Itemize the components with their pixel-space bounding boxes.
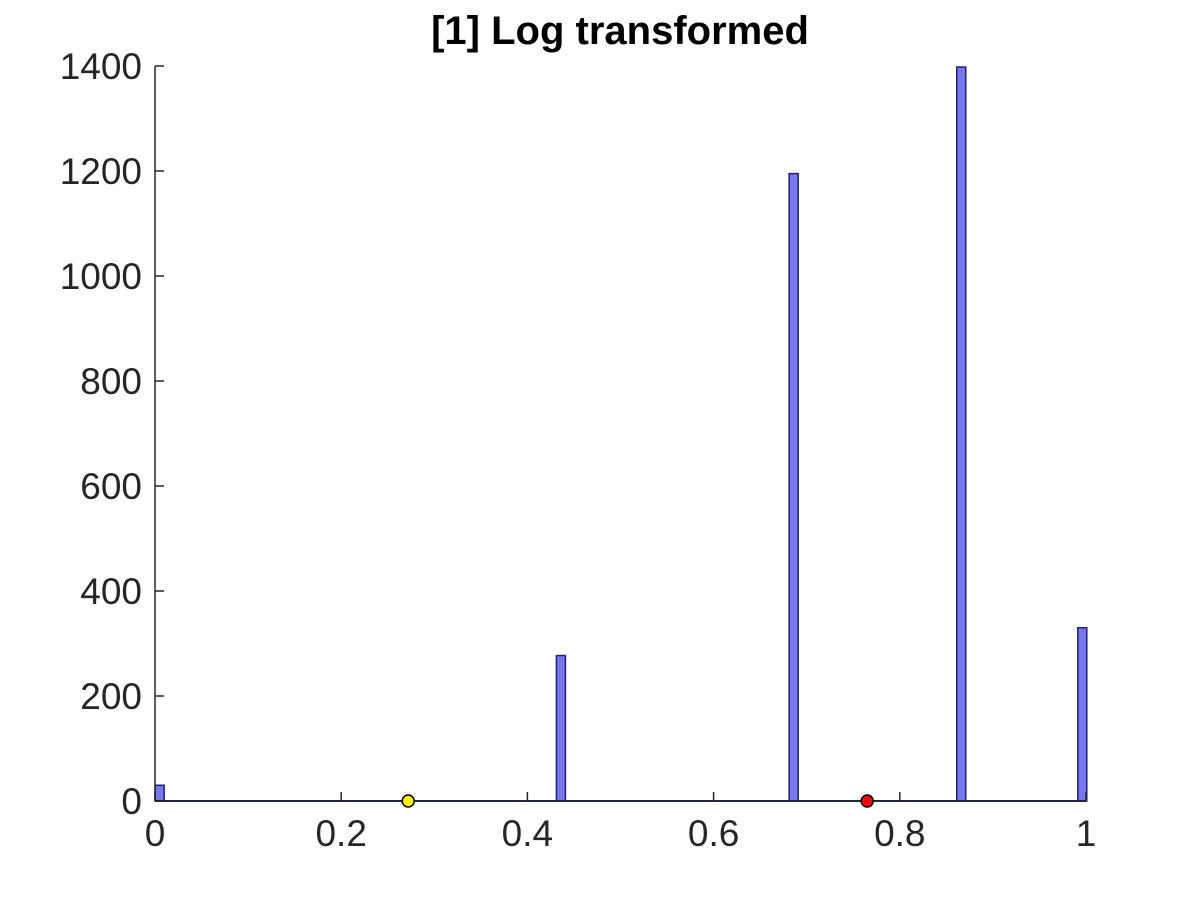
x-tick-label: 0.8 [874, 813, 925, 854]
y-tick-label: 400 [80, 571, 142, 612]
x-tick-label: 0.6 [688, 813, 739, 854]
y-tick-label: 0 [121, 781, 142, 822]
x-tick-label: 0 [145, 813, 166, 854]
y-tick-label: 1200 [60, 151, 142, 192]
x-tick-label: 0.2 [315, 813, 366, 854]
y-axis-ticks: 0 200 400 600 800 1000 1200 1400 [60, 46, 164, 822]
y-tick-label: 200 [80, 676, 142, 717]
x-axis-ticks: 0 0.2 0.4 0.6 0.8 1 [145, 792, 1097, 854]
y-tick-label: 1000 [60, 256, 142, 297]
histogram-bar-0 [154, 784, 165, 802]
threshold-marker-1 [860, 794, 874, 808]
y-tick-label: 1400 [60, 46, 142, 87]
histogram-bar-4 [1077, 627, 1088, 802]
x-tick-label: 0.4 [502, 813, 553, 854]
histogram-bar-1 [555, 654, 567, 802]
histogram-bar-3 [955, 66, 967, 802]
chart-title: [1] Log transformed [431, 9, 809, 53]
markers-layer [401, 794, 874, 808]
histogram-bar-2 [788, 172, 799, 802]
y-tick-label: 800 [80, 361, 142, 402]
bars-layer [154, 66, 1088, 802]
y-tick-label: 600 [80, 466, 142, 507]
threshold-marker-0 [401, 794, 415, 808]
x-tick-label: 1 [1076, 813, 1097, 854]
